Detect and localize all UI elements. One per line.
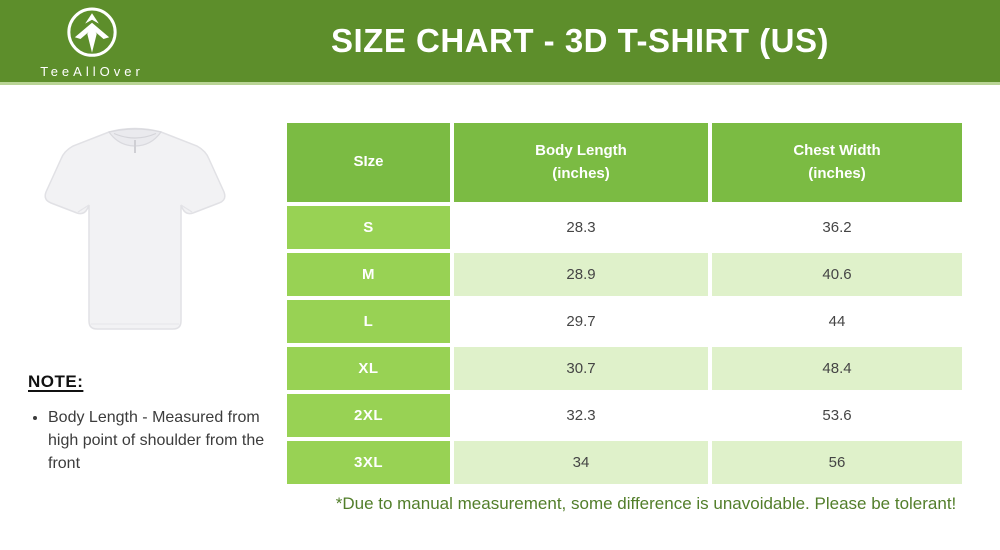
page-title: SIZE CHART - 3D T-SHIRT (US) — [331, 22, 829, 59]
row-2xl-chest-width-cell: 53.6 — [712, 394, 962, 437]
col-header-body-length: Body Length (inches) — [454, 123, 708, 202]
row-2xl-size-cell: 2XL — [287, 394, 450, 437]
note-block: NOTE: Body Length - Measured from high p… — [28, 372, 280, 476]
row-3xl-body-length-cell: 34 — [454, 441, 708, 484]
row-m-size-cell: M — [287, 253, 450, 296]
col-header-size: SIze — [287, 123, 450, 202]
row-3xl-chest-width-cell: 56 — [712, 441, 962, 484]
white-tshirt-illustration — [44, 127, 226, 330]
brand-name: TeeAllOver — [40, 64, 144, 79]
brand-logo: TeeAllOver — [26, 3, 158, 83]
row-s-body-length-cell: 28.3 — [454, 206, 708, 249]
note-heading: NOTE: — [28, 372, 84, 391]
row-m-body-length-cell: 28.9 — [454, 253, 708, 296]
row-3xl-size-cell: 3XL — [287, 441, 450, 484]
size-table: SIze Body Length (inches) Chest Width (i… — [287, 123, 962, 484]
col-header-chest-width: Chest Width (inches) — [712, 123, 962, 202]
row-s-size-cell: S — [287, 206, 450, 249]
row-2xl-body-length-cell: 32.3 — [454, 394, 708, 437]
tshirt-image — [25, 106, 245, 346]
row-l-chest-width-cell: 44 — [712, 300, 962, 343]
row-l-body-length-cell: 29.7 — [454, 300, 708, 343]
row-m-chest-width-cell: 40.6 — [712, 253, 962, 296]
note-item: Body Length - Measured from high point o… — [48, 406, 280, 476]
row-s-chest-width-cell: 36.2 — [712, 206, 962, 249]
row-xl-chest-width-cell: 48.4 — [712, 347, 962, 390]
tree-arrow-icon — [67, 7, 117, 57]
row-xl-size-cell: XL — [287, 347, 450, 390]
row-l-size-cell: L — [287, 300, 450, 343]
header-bar: TeeAllOver SIZE CHART - 3D T-SHIRT (US) — [0, 0, 1000, 85]
measurement-disclaimer: *Due to manual measurement, some differe… — [335, 494, 957, 513]
row-xl-body-length-cell: 30.7 — [454, 347, 708, 390]
note-list: Body Length - Measured from high point o… — [28, 406, 280, 476]
